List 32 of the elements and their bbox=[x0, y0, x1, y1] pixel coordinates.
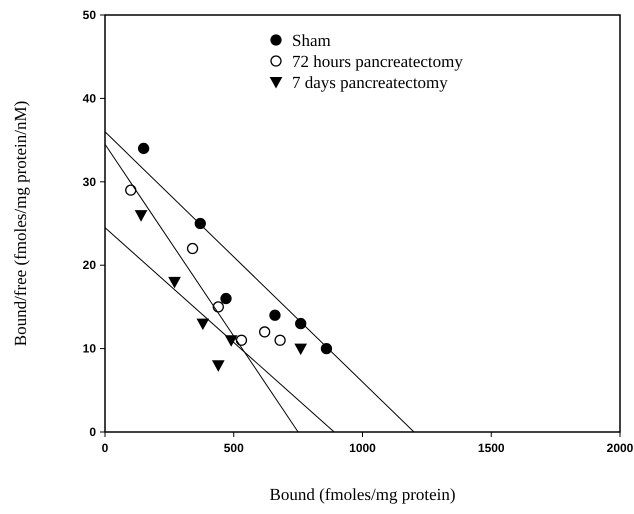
y-tick-label: 40 bbox=[82, 91, 96, 106]
point bbox=[212, 360, 224, 372]
point bbox=[125, 184, 136, 196]
point bbox=[274, 334, 286, 346]
x-axis-title: Bound (fmoles/mg protein) bbox=[269, 485, 456, 504]
point bbox=[196, 318, 209, 330]
x-tick-label: 500 bbox=[224, 441, 244, 455]
point bbox=[212, 301, 224, 313]
x-tick-label: 1500 bbox=[478, 441, 505, 455]
point bbox=[269, 310, 281, 321]
point bbox=[186, 242, 198, 254]
point bbox=[295, 318, 306, 330]
x-tick-label: 1000 bbox=[349, 441, 376, 455]
point bbox=[138, 142, 150, 154]
legend-label: 72 hours pancreatectomy bbox=[292, 52, 464, 71]
y-tick-label: 30 bbox=[82, 174, 96, 189]
y-tick-label: 20 bbox=[82, 258, 96, 272]
point bbox=[168, 276, 181, 288]
y-tick-label: 0 bbox=[89, 425, 96, 439]
point bbox=[236, 334, 248, 346]
x-tick-label: 0 bbox=[102, 441, 109, 455]
point bbox=[220, 292, 232, 304]
point bbox=[294, 344, 307, 355]
legend-label: Sham bbox=[292, 31, 331, 50]
x-tick-label: 2000 bbox=[606, 441, 634, 455]
y-tick-label: 50 bbox=[82, 8, 96, 22]
point bbox=[135, 210, 148, 222]
legend-label: 7 days pancreatectomy bbox=[292, 73, 448, 92]
y-tick-label: 10 bbox=[82, 342, 96, 356]
y-axis-title: Bound/free (fmoles/mg protein/nM) bbox=[11, 100, 30, 346]
point bbox=[259, 326, 270, 338]
point bbox=[194, 218, 206, 230]
